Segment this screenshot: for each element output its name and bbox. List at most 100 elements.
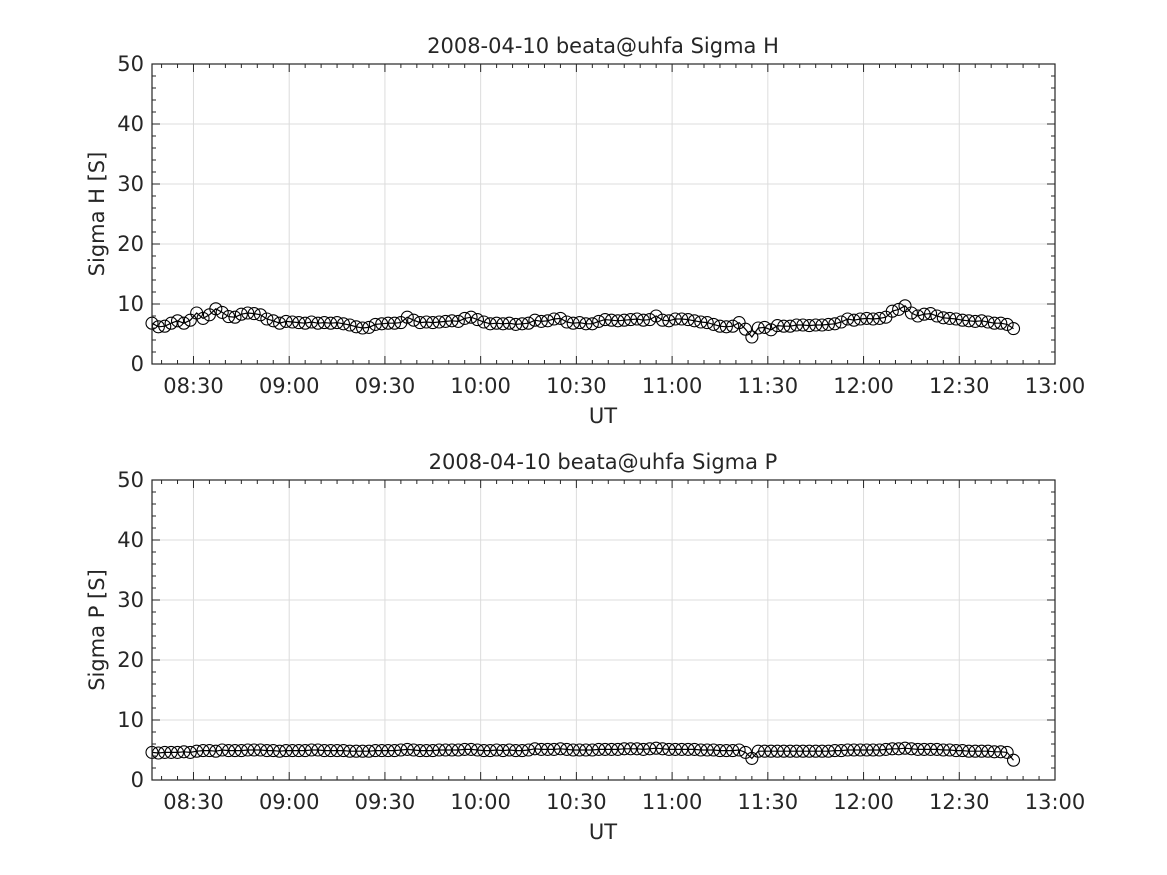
data-point: [892, 302, 906, 316]
data-point: [419, 315, 433, 329]
data-point: [515, 317, 529, 331]
data-point: [292, 316, 306, 330]
data-point: [955, 744, 970, 758]
data-point: [387, 316, 402, 330]
x-tick-label: 12:00: [833, 790, 894, 814]
data-point: [304, 315, 319, 329]
data-point: [1000, 317, 1014, 331]
data-point: [292, 744, 306, 758]
data-point: [170, 314, 185, 328]
data-point: [860, 743, 874, 757]
data-point: [917, 742, 931, 756]
data-point: [407, 313, 421, 327]
data-point: [598, 313, 612, 327]
data-point: [655, 313, 670, 327]
data-point: [260, 312, 274, 326]
data-point: [490, 316, 504, 330]
axis-ticks: 08:30 09:00 09:30 10:00 10:30 11:00 11:30 12:00…: [117, 52, 1085, 398]
data-point: [509, 317, 523, 331]
data-point: [860, 311, 874, 325]
data-point: [273, 316, 287, 330]
data-point: [253, 308, 268, 322]
x-tick-label: 10:00: [450, 374, 511, 398]
data-point: [604, 742, 619, 756]
data-point: [215, 305, 229, 319]
data-point: [630, 312, 644, 326]
data-point: [681, 742, 695, 756]
x-tick-label: 09:30: [355, 790, 416, 814]
data-point: [158, 745, 172, 759]
data-point: [349, 320, 363, 334]
data-point: [624, 313, 638, 327]
plot-frame: [151, 479, 1056, 781]
data-point: [362, 744, 376, 758]
y-tick-label: 20: [117, 232, 144, 256]
data-point: [234, 744, 248, 758]
data-point: [585, 317, 599, 331]
data-point: [828, 744, 842, 758]
data-point: [866, 312, 880, 326]
data-point: [930, 309, 944, 323]
data-point: [247, 307, 261, 321]
data-point: [675, 312, 689, 326]
chart-bottom: 2008-04-10 beata@uhfa Sigma P 08:30 09:00…: [85, 450, 1085, 844]
data-point: [311, 743, 325, 757]
data-point: [566, 743, 580, 757]
data-point: [222, 310, 236, 324]
data-point: [330, 316, 344, 330]
data-point: [477, 315, 491, 329]
data-point: [732, 743, 746, 757]
data-point: [815, 318, 829, 332]
data-point: [324, 316, 338, 330]
data-point: [177, 316, 191, 330]
y-tick-label: 30: [117, 588, 144, 612]
x-tick-label: 11:00: [642, 790, 703, 814]
data-point: [1006, 753, 1021, 767]
chart-top: 2008-04-10 beata@uhfa Sigma H 08:30 09:00…: [85, 34, 1085, 428]
data-point: [375, 744, 389, 758]
data-point: [470, 313, 485, 327]
data-point: [547, 742, 561, 756]
data-point: [943, 743, 957, 757]
data-point: [949, 312, 963, 326]
data-point: [943, 311, 957, 325]
data-point: [419, 744, 433, 758]
data-point: [821, 744, 836, 758]
data-point: [828, 317, 842, 331]
data-point: [541, 742, 555, 756]
data-point: [247, 743, 261, 757]
data-point: [924, 307, 938, 321]
data-point: [789, 744, 804, 758]
x-tick-label: 12:00: [833, 374, 894, 398]
data-point: [700, 316, 714, 330]
data-point: [885, 304, 899, 318]
data-point: [643, 742, 657, 756]
data-point: [598, 742, 612, 756]
data-point: [668, 742, 682, 756]
data-point: [547, 312, 561, 326]
data-point: [879, 742, 893, 756]
plot-frame: [151, 63, 1056, 365]
data-point: [400, 742, 414, 756]
data-point: [726, 744, 740, 758]
data-point: [681, 313, 695, 327]
data-point: [847, 313, 861, 327]
data-point: [311, 316, 325, 330]
data-point: [560, 315, 574, 329]
data-point: [241, 743, 255, 757]
data-point: [285, 744, 299, 758]
data-point: [962, 314, 976, 328]
data-point: [630, 742, 644, 756]
data-point: [228, 310, 242, 324]
x-tick-label: 08:30: [163, 790, 224, 814]
data-point: [649, 741, 663, 755]
data-point: [285, 315, 299, 329]
data-point: [955, 313, 970, 327]
x-tick-label: 08:30: [163, 374, 224, 398]
data-point: [617, 313, 631, 327]
grid: [152, 479, 1056, 781]
y-tick-label: 10: [117, 292, 144, 316]
data-point: [738, 322, 753, 336]
y-tick-label: 0: [131, 768, 144, 792]
x-tick-label: 10:00: [450, 790, 511, 814]
